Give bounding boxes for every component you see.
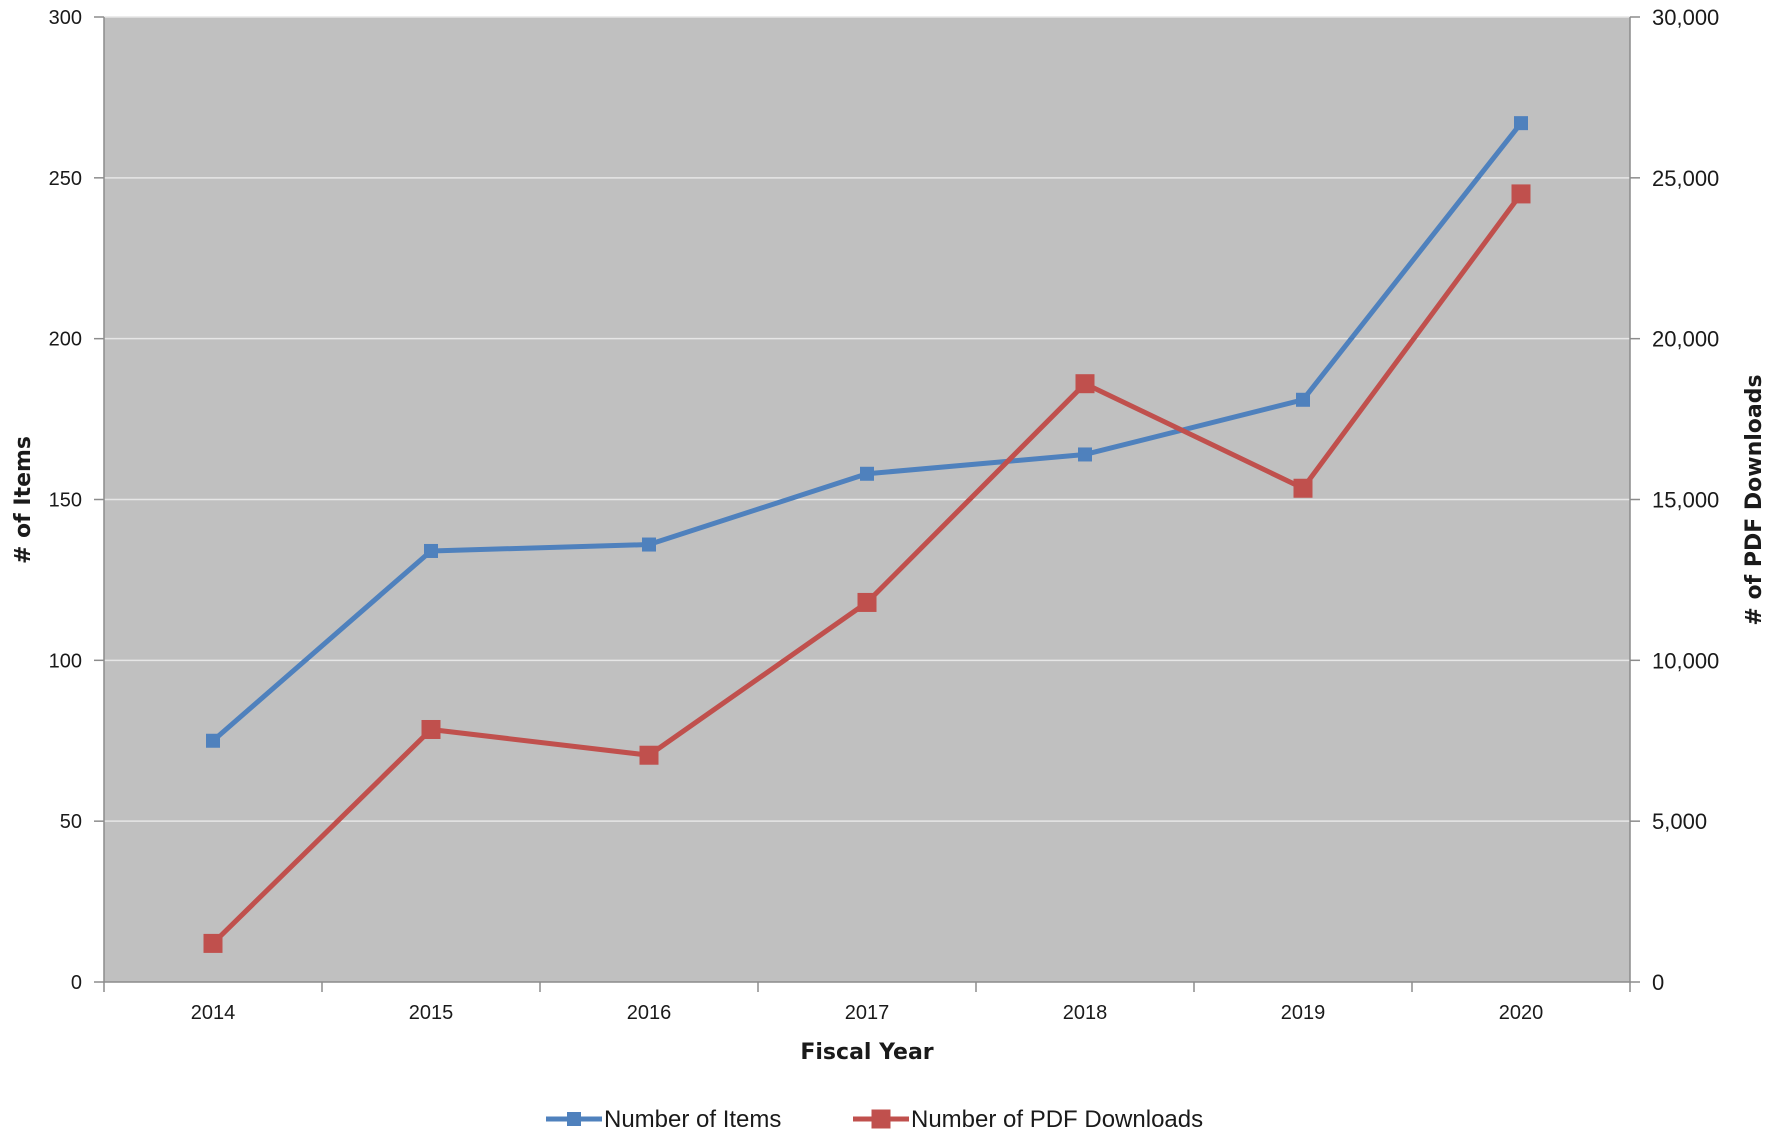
data-point-marker (639, 745, 659, 765)
legend-label: Number of Items (604, 1106, 781, 1133)
x-tick-label: 2019 (1281, 1002, 1326, 1024)
legend-label: Number of PDF Downloads (911, 1106, 1203, 1133)
left-tick-label: 50 (60, 811, 82, 833)
data-point-marker (1511, 184, 1531, 204)
data-point-marker (642, 537, 656, 552)
legend: Number of Items Number of PDF Downloads (546, 1106, 1203, 1133)
right-tick-label: 30,000 (1652, 5, 1719, 30)
series-layer (203, 116, 1531, 953)
series-2 (203, 184, 1531, 953)
data-point-marker (1293, 478, 1313, 498)
x-tick-label: 2018 (1063, 1002, 1108, 1024)
left-tick-label: 0 (71, 972, 82, 994)
right-tick-label: 20,000 (1652, 327, 1719, 352)
right-tick-label: 10,000 (1652, 648, 1719, 673)
right-tick-label: 25,000 (1652, 166, 1719, 191)
x-tick-label: 2014 (191, 1002, 236, 1024)
x-axis-title: Fiscal Year (800, 1040, 933, 1065)
data-point-marker (860, 466, 874, 481)
legend-swatch-marker (871, 1109, 891, 1129)
legend-entry: Number of Items (546, 1106, 781, 1133)
legend-swatch-marker (567, 1112, 581, 1126)
right-tick-label: 5,000 (1652, 809, 1707, 834)
data-point-marker (1078, 447, 1092, 462)
left-tick-label: 200 (49, 329, 82, 351)
left-tick-label: 150 (49, 490, 82, 512)
left-axis-ticks: 0 50 100 150 200 250 300 (49, 7, 104, 994)
left-tick-label: 100 (49, 650, 82, 672)
left-tick-label: 300 (49, 7, 82, 29)
right-axis-ticks: 0 5,000 10,000 15,000 20,000 25,000 30,000 (1630, 5, 1719, 995)
data-point-marker (857, 592, 877, 612)
data-point-marker (203, 933, 223, 953)
data-point-marker (1514, 116, 1528, 131)
gridlines (104, 16, 1630, 822)
left-axis-title: # of Items (11, 436, 36, 564)
left-tick-label: 250 (49, 168, 82, 190)
data-point-marker (421, 719, 441, 739)
legend-entry: Number of PDF Downloads (853, 1106, 1203, 1133)
right-tick-label: 0 (1652, 970, 1664, 995)
series-1 (206, 116, 1528, 748)
x-tick-label: 2015 (409, 1002, 454, 1024)
data-point-marker (1075, 374, 1095, 394)
data-point-marker (424, 543, 438, 558)
x-axis-ticks: 2014 2015 2016 2017 2018 2019 2020 (103, 982, 1631, 1024)
x-tick-label: 2017 (845, 1002, 890, 1024)
right-axis-title: # of PDF Downloads (1742, 374, 1767, 625)
x-tick-label: 2020 (1499, 1002, 1544, 1024)
data-point-marker (206, 733, 220, 748)
right-tick-label: 15,000 (1652, 488, 1719, 513)
data-point-marker (1296, 392, 1310, 407)
x-tick-label: 2016 (627, 1002, 672, 1024)
